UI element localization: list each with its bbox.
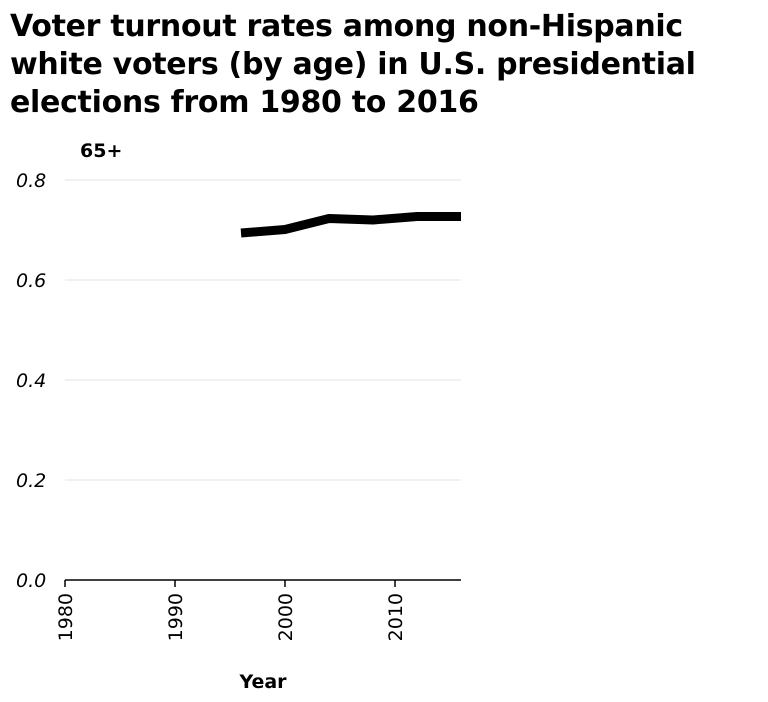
x-tick-label: 2010 bbox=[385, 593, 407, 641]
x-tick-label: 2000 bbox=[275, 593, 297, 641]
tick-labels: 0.0 0.2 0.4 0.6 0.8 1980 1990 2000 2010 bbox=[16, 170, 407, 641]
x-axis-label: Year bbox=[238, 671, 287, 693]
series-line bbox=[240, 212, 461, 238]
y-tick-label: 0.2 bbox=[16, 470, 46, 492]
y-tick-label: 0.8 bbox=[16, 170, 46, 192]
x-tick-label: 1980 bbox=[55, 593, 77, 641]
y-tick-label: 0.4 bbox=[16, 370, 46, 392]
y-tick-label: 0.0 bbox=[16, 570, 46, 592]
x-tick-label: 1990 bbox=[165, 593, 187, 641]
axes bbox=[64, 579, 461, 587]
chart-subtitle: 65+ bbox=[80, 140, 122, 162]
series-layer bbox=[240, 212, 461, 238]
gridlines bbox=[65, 179, 461, 481]
y-tick-label: 0.6 bbox=[16, 270, 46, 292]
chart-title: Voter turnout rates among non-Hispanic w… bbox=[10, 9, 696, 120]
